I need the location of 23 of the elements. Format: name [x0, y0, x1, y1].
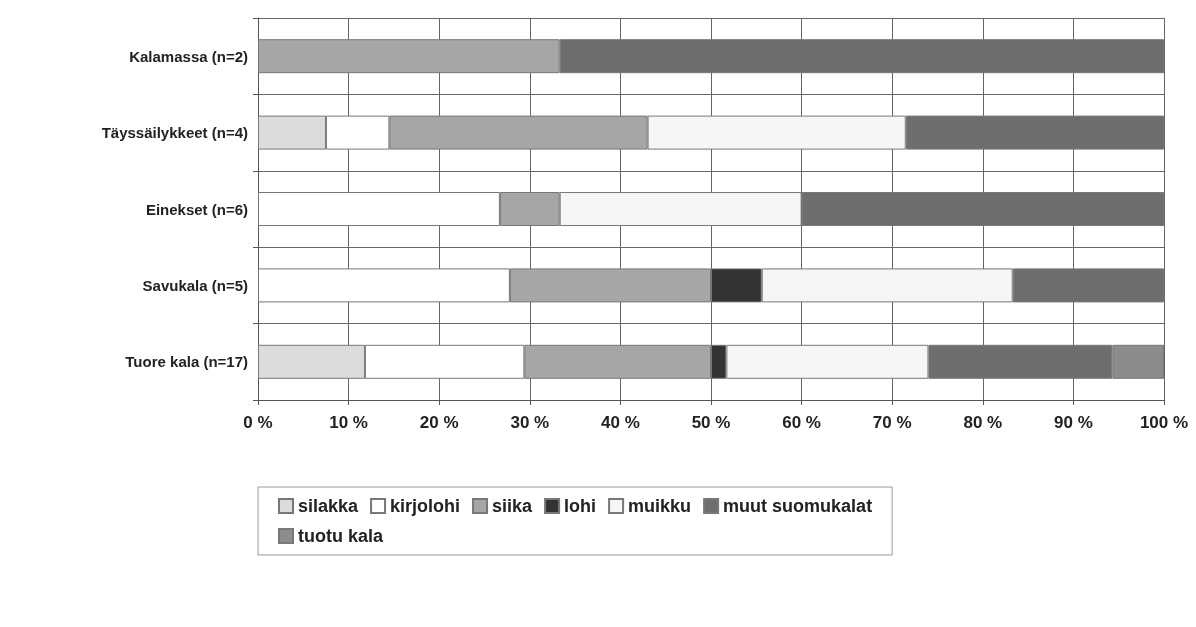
x-tick-label: 60 %: [782, 413, 821, 432]
x-tick-label: 70 %: [872, 413, 912, 432]
x-tick-label: 0 %: [243, 413, 273, 432]
legend-label: silakka: [298, 496, 360, 516]
legend-label: muikku: [628, 496, 692, 516]
x-tick-label: 10 %: [329, 413, 368, 432]
x-tick-label: 80 %: [963, 413, 1003, 432]
legend-label: tuotu kala: [298, 526, 384, 546]
legend-label: kirjolohi: [390, 496, 461, 516]
y-tick-label: Täyssäilykkeet (n=4): [101, 124, 248, 142]
x-tick-label: 40 %: [601, 413, 640, 432]
x-tick-label: 20 %: [419, 413, 459, 432]
legend-label: muut suomukalat: [723, 496, 873, 516]
x-tick-label: 90 %: [1054, 413, 1093, 432]
y-tick-label: Einekset (n=6): [145, 200, 248, 218]
legend-label: lohi: [564, 496, 597, 516]
x-tick-label: 30 %: [510, 413, 550, 432]
y-tick-label: Tuore kala (n=17): [125, 353, 248, 371]
x-tick-label: 100 %: [1139, 413, 1189, 432]
y-tick-label: Kalamassa (n=2): [129, 47, 248, 65]
y-tick-label: Savukala (n=5): [142, 276, 248, 294]
legend-label: siika: [492, 496, 534, 516]
x-tick-label: 50 %: [691, 413, 731, 432]
